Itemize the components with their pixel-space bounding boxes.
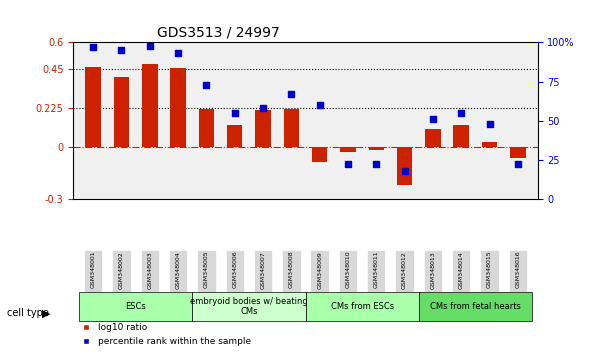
- FancyBboxPatch shape: [141, 250, 159, 292]
- Text: GSM348008: GSM348008: [289, 251, 294, 289]
- Bar: [114, 77, 130, 147]
- Point: [117, 47, 126, 53]
- Point: [173, 51, 183, 56]
- Text: CMs from fetal hearts: CMs from fetal hearts: [430, 302, 521, 311]
- Point: [428, 116, 438, 122]
- Text: GSM348015: GSM348015: [487, 251, 492, 289]
- Point: [145, 43, 155, 48]
- Bar: [397, 147, 412, 185]
- Point: [371, 162, 381, 167]
- FancyBboxPatch shape: [480, 250, 499, 292]
- Point: [315, 102, 324, 108]
- Bar: [170, 68, 186, 147]
- Text: GSM348004: GSM348004: [175, 251, 181, 289]
- FancyBboxPatch shape: [508, 250, 527, 292]
- Bar: [510, 147, 525, 158]
- FancyBboxPatch shape: [310, 250, 329, 292]
- Point: [400, 168, 409, 173]
- Text: GSM348016: GSM348016: [515, 251, 521, 289]
- Text: ESCs: ESCs: [125, 302, 146, 311]
- Text: GSM348002: GSM348002: [119, 251, 124, 289]
- Bar: [425, 130, 441, 147]
- FancyBboxPatch shape: [306, 292, 419, 321]
- FancyBboxPatch shape: [112, 250, 131, 292]
- Bar: [340, 147, 356, 152]
- FancyBboxPatch shape: [169, 250, 188, 292]
- Text: CMs from ESCs: CMs from ESCs: [331, 302, 393, 311]
- Bar: [284, 109, 299, 147]
- Point: [513, 162, 523, 167]
- FancyBboxPatch shape: [192, 292, 306, 321]
- Text: GSM348003: GSM348003: [147, 251, 152, 289]
- Point: [230, 110, 240, 116]
- Text: GSM348013: GSM348013: [430, 251, 436, 289]
- FancyBboxPatch shape: [419, 292, 532, 321]
- Text: GDS3513 / 24997: GDS3513 / 24997: [157, 26, 280, 40]
- FancyBboxPatch shape: [367, 250, 386, 292]
- FancyBboxPatch shape: [225, 250, 244, 292]
- Text: ▶: ▶: [42, 308, 50, 318]
- Point: [343, 162, 353, 167]
- Bar: [481, 142, 497, 147]
- Bar: [227, 125, 243, 147]
- Point: [88, 44, 98, 50]
- FancyBboxPatch shape: [423, 250, 442, 292]
- Bar: [368, 147, 384, 150]
- Text: GSM348012: GSM348012: [402, 251, 407, 289]
- Text: GSM348001: GSM348001: [90, 251, 96, 289]
- FancyBboxPatch shape: [452, 250, 470, 292]
- Bar: [453, 125, 469, 147]
- FancyBboxPatch shape: [338, 250, 357, 292]
- FancyBboxPatch shape: [197, 250, 216, 292]
- Text: GSM348010: GSM348010: [345, 251, 351, 289]
- Point: [258, 105, 268, 111]
- Point: [202, 82, 211, 87]
- Text: GSM348011: GSM348011: [374, 251, 379, 289]
- Point: [456, 110, 466, 116]
- Bar: [255, 110, 271, 147]
- Text: GSM348014: GSM348014: [459, 251, 464, 289]
- Text: GSM348009: GSM348009: [317, 251, 322, 289]
- Text: GSM348006: GSM348006: [232, 251, 237, 289]
- Text: GSM348005: GSM348005: [204, 251, 209, 289]
- Bar: [312, 147, 327, 162]
- Text: cell type: cell type: [7, 308, 49, 318]
- Legend: log10 ratio, percentile rank within the sample: log10 ratio, percentile rank within the …: [78, 320, 254, 349]
- Text: embryoid bodies w/ beating
CMs: embryoid bodies w/ beating CMs: [190, 297, 308, 316]
- Bar: [86, 67, 101, 147]
- FancyBboxPatch shape: [395, 250, 414, 292]
- FancyBboxPatch shape: [84, 250, 102, 292]
- FancyBboxPatch shape: [282, 250, 301, 292]
- FancyBboxPatch shape: [254, 250, 273, 292]
- Bar: [199, 109, 214, 147]
- Point: [485, 121, 494, 127]
- Point: [287, 91, 296, 97]
- FancyBboxPatch shape: [79, 292, 192, 321]
- Bar: [142, 64, 158, 147]
- Text: GSM348007: GSM348007: [260, 251, 266, 289]
